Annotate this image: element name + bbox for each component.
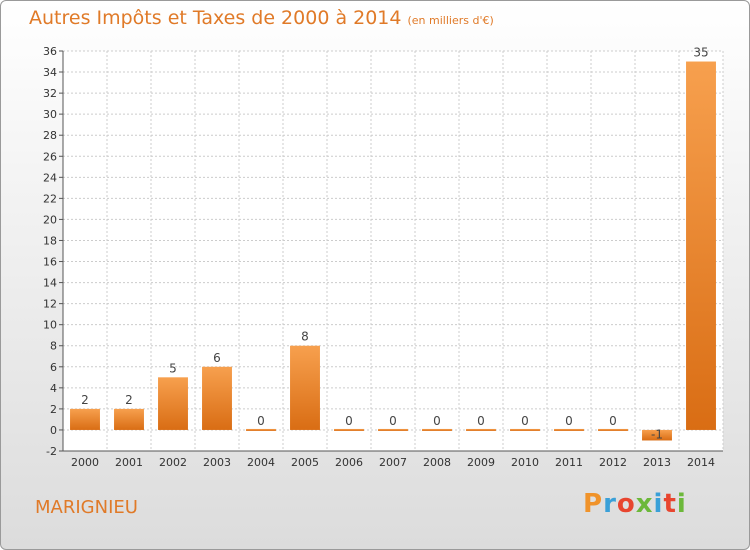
value-label-2008: 0 xyxy=(433,414,441,428)
bar-2009 xyxy=(466,428,496,431)
y-tick-label: 16 xyxy=(43,256,57,269)
bar-2002 xyxy=(158,377,188,430)
x-tick-label: 2004 xyxy=(247,456,275,469)
value-label-2000: 2 xyxy=(81,393,89,407)
y-tick-label: 18 xyxy=(43,234,57,247)
value-label-2010: 0 xyxy=(521,414,529,428)
y-tick-label: 32 xyxy=(43,87,57,100)
x-tick-label: 2007 xyxy=(379,456,407,469)
value-label-2001: 2 xyxy=(125,393,133,407)
y-tick-label: 10 xyxy=(43,319,57,332)
x-tick-label: 2002 xyxy=(159,456,187,469)
bar-2003 xyxy=(202,366,232,430)
logo-letter: i xyxy=(653,489,664,519)
label-layer: -202468101214161820222426283032343622000… xyxy=(43,45,715,469)
bar-layer xyxy=(70,61,716,441)
x-tick-label: 2008 xyxy=(423,456,451,469)
y-tick-label: 0 xyxy=(50,424,57,437)
value-label-2002: 5 xyxy=(169,361,177,375)
value-label-2007: 0 xyxy=(389,414,397,428)
bar-2010 xyxy=(510,428,540,431)
value-label-2009: 0 xyxy=(477,414,485,428)
bar-2012 xyxy=(598,428,628,431)
bar-2014 xyxy=(686,61,716,430)
x-tick-label: 2009 xyxy=(467,456,495,469)
y-tick-label: 2 xyxy=(50,403,57,416)
y-tick-label: 36 xyxy=(43,45,57,58)
bar-2007 xyxy=(378,428,408,431)
y-tick-label: 6 xyxy=(50,361,57,374)
proxiti-logo: Proxiti xyxy=(583,489,687,519)
value-label-2011: 0 xyxy=(565,414,573,428)
logo-letter: r xyxy=(603,489,617,519)
bar-2001 xyxy=(114,408,144,430)
y-tick-label: 28 xyxy=(43,129,57,142)
bar-2008 xyxy=(422,428,452,431)
bar-2011 xyxy=(554,428,584,431)
bar-2013 xyxy=(642,429,672,441)
value-label-2013: -1 xyxy=(651,427,663,441)
chart-title: Autres Impôts et Taxes de 2000 à 2014 (en… xyxy=(29,7,494,29)
y-tick-label: 14 xyxy=(43,277,57,290)
logo-letter: x xyxy=(635,489,654,519)
bar-2000 xyxy=(70,408,100,430)
x-tick-label: 2012 xyxy=(599,456,627,469)
y-tick-label: 22 xyxy=(43,192,57,205)
y-tick-label: 34 xyxy=(43,66,57,79)
x-tick-label: 2005 xyxy=(291,456,319,469)
x-tick-label: 2006 xyxy=(335,456,363,469)
y-tick-label: 12 xyxy=(43,298,57,311)
bar-2006 xyxy=(334,428,364,431)
value-label-2006: 0 xyxy=(345,414,353,428)
logo-letter: i xyxy=(676,489,687,519)
logo-letter: P xyxy=(583,489,604,519)
bar-2004 xyxy=(246,428,276,431)
x-tick-label: 2014 xyxy=(687,456,715,469)
y-tick-label: -2 xyxy=(46,445,57,458)
x-tick-label: 2010 xyxy=(511,456,539,469)
commune-name: MARIGNIEU xyxy=(35,497,138,518)
value-label-2014: 35 xyxy=(693,46,708,60)
x-tick-label: 2001 xyxy=(115,456,143,469)
x-tick-label: 2013 xyxy=(643,456,671,469)
y-tick-label: 8 xyxy=(50,340,57,353)
y-tick-label: 24 xyxy=(43,171,57,184)
x-tick-label: 2003 xyxy=(203,456,231,469)
value-label-2004: 0 xyxy=(257,414,265,428)
chart-subtitle: (en milliers d'€) xyxy=(407,14,494,27)
y-tick-label: 30 xyxy=(43,108,57,121)
bar-2005 xyxy=(290,345,320,430)
value-label-2005: 8 xyxy=(301,330,309,344)
logo-letter: o xyxy=(616,489,636,519)
value-label-2012: 0 xyxy=(609,414,617,428)
x-tick-label: 2000 xyxy=(71,456,99,469)
y-tick-label: 4 xyxy=(50,382,57,395)
value-label-2003: 6 xyxy=(213,351,221,365)
chart-title-text: Autres Impôts et Taxes de 2000 à 2014 xyxy=(29,7,402,29)
y-tick-label: 20 xyxy=(43,213,57,226)
y-tick-label: 26 xyxy=(43,150,57,163)
x-tick-label: 2011 xyxy=(555,456,583,469)
logo-letter: t xyxy=(663,489,677,519)
